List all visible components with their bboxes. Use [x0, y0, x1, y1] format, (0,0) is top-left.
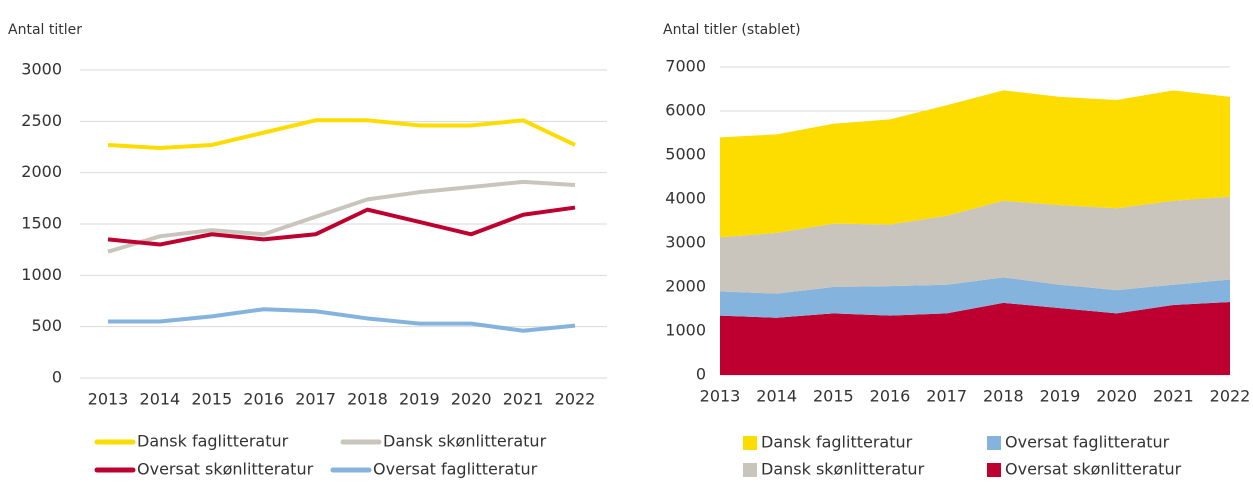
x-tick-label: 2013	[88, 390, 129, 409]
x-tick-label: 2018	[983, 387, 1024, 406]
x-tick-label: 2022	[1210, 387, 1251, 406]
y-tick-label: 500	[31, 316, 62, 335]
x-tick-label: 2021	[503, 390, 544, 409]
x-tick-label: 2016	[870, 387, 911, 406]
x-tick-label: 2015	[191, 390, 232, 409]
x-tick-label: 2013	[700, 387, 741, 406]
legend-label: Oversat skønlitteratur	[1005, 460, 1182, 479]
legend-label: Dansk skønlitteratur	[383, 432, 547, 451]
area	[720, 196, 1230, 294]
chart-title: Antal titler (stablet)	[663, 22, 801, 38]
x-tick-label: 2016	[243, 390, 284, 409]
line	[107, 118, 576, 151]
legend-label: Oversat skønlitteratur	[137, 460, 314, 479]
y-tick-label: 1000	[665, 321, 706, 340]
y-tick-label: 0	[52, 368, 62, 387]
line	[107, 205, 576, 247]
area	[720, 277, 1230, 318]
area	[720, 301, 1230, 375]
y-tick-label: 2500	[21, 111, 62, 130]
chart-title: Antal titler	[8, 22, 82, 38]
y-tick-label: 1000	[21, 265, 62, 284]
legend-label: Oversat faglitteratur	[1005, 433, 1170, 452]
y-tick-label: 4000	[665, 189, 706, 208]
line	[108, 307, 576, 333]
y-tick-label: 0	[696, 365, 706, 384]
x-tick-label: 2020	[451, 390, 492, 409]
y-tick-label: 6000	[665, 101, 706, 120]
y-tick-label: 1500	[21, 214, 62, 233]
y-tick-label: 2000	[665, 277, 706, 296]
legend-label: Dansk faglitteratur	[137, 432, 289, 451]
legend-swatch	[987, 436, 1001, 450]
x-tick-label: 2021	[1153, 387, 1194, 406]
legend-label: Dansk skønlitteratur	[761, 460, 925, 479]
legend-label: Dansk faglitteratur	[761, 433, 913, 452]
y-tick-label: 3000	[665, 233, 706, 252]
x-tick-label: 2018	[347, 390, 388, 409]
x-tick-label: 2019	[1040, 387, 1081, 406]
x-tick-label: 2014	[756, 387, 797, 406]
x-tick-label: 2019	[399, 390, 440, 409]
legend-label: Oversat faglitteratur	[373, 460, 538, 479]
y-tick-label: 7000	[665, 57, 706, 76]
legend-swatch	[743, 463, 757, 477]
line	[107, 179, 576, 254]
area	[720, 90, 1230, 238]
x-tick-label: 2017	[926, 387, 967, 406]
y-tick-label: 5000	[665, 145, 706, 164]
y-tick-label: 2000	[21, 162, 62, 181]
x-tick-label: 2015	[813, 387, 854, 406]
x-tick-label: 2022	[555, 390, 596, 409]
x-tick-label: 2020	[1096, 387, 1137, 406]
x-tick-label: 2017	[295, 390, 336, 409]
legend-swatch	[987, 463, 1001, 477]
legend-swatch	[743, 436, 757, 450]
x-tick-label: 2014	[140, 390, 181, 409]
y-tick-label: 3000	[21, 60, 62, 79]
